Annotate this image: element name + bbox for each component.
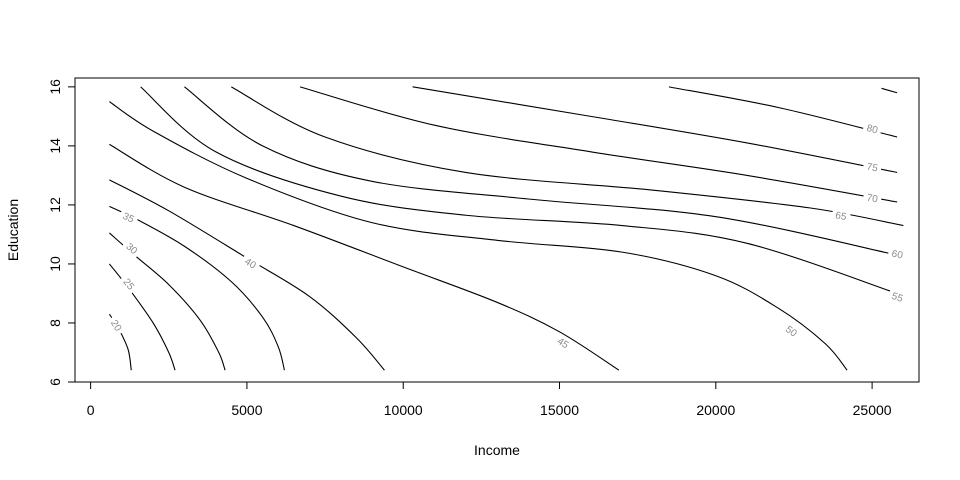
contour-line-25 bbox=[108, 263, 176, 371]
contour-line-60 bbox=[184, 86, 898, 256]
contour-label-55: 55 bbox=[890, 291, 904, 305]
contour-label-gap bbox=[886, 289, 908, 307]
contour-line-65 bbox=[231, 86, 904, 227]
y-tick-label: 8 bbox=[47, 319, 63, 327]
contour-label-60: 60 bbox=[891, 249, 905, 262]
axes: 0 5000 10000 15000 20000 25000 6 8 10 12 14 16 bbox=[47, 79, 892, 418]
x-tick-label: 25000 bbox=[853, 402, 892, 418]
contour-label-40: 40 bbox=[242, 256, 258, 271]
y-tick-label: 14 bbox=[47, 138, 63, 154]
contour-label-gap bbox=[105, 315, 126, 337]
contour-line-45 bbox=[109, 143, 620, 371]
contours bbox=[108, 86, 904, 371]
x-tick-label: 15000 bbox=[540, 402, 579, 418]
y-tick-label: 6 bbox=[47, 378, 63, 386]
contour-label-gap bbox=[117, 208, 139, 228]
contour-line-70 bbox=[299, 86, 898, 203]
y-tick-label: 12 bbox=[47, 197, 63, 213]
contour-label-gap bbox=[780, 321, 802, 343]
x-tick-label: 5000 bbox=[231, 402, 262, 418]
contour-label-gap bbox=[861, 121, 883, 138]
contour-label-75: 75 bbox=[866, 162, 879, 175]
contour-label-gap bbox=[887, 247, 908, 263]
x-tick-label: 0 bbox=[87, 402, 95, 418]
contour-line-50 bbox=[109, 101, 848, 371]
contour-line-extra bbox=[881, 87, 898, 94]
contour-label-gap bbox=[830, 209, 851, 225]
contour-label-gap bbox=[120, 238, 142, 260]
x-axis-title: Income bbox=[474, 442, 520, 458]
y-tick-label: 10 bbox=[47, 256, 63, 272]
contour-label-70: 70 bbox=[866, 193, 879, 206]
contour-label-gap bbox=[551, 333, 574, 354]
contour-line-75 bbox=[412, 86, 898, 173]
contour-label-65: 65 bbox=[834, 210, 847, 223]
x-tick-label: 20000 bbox=[696, 402, 735, 418]
contour-label-gap bbox=[117, 273, 139, 296]
contour-line-35 bbox=[109, 205, 285, 371]
contour-line-55 bbox=[140, 86, 898, 294]
contour-label-gap bbox=[862, 160, 883, 176]
y-axis-title: Education bbox=[5, 199, 21, 261]
contour-label-80: 80 bbox=[865, 123, 879, 136]
contour-label-35: 35 bbox=[121, 211, 136, 226]
x-tick-label: 10000 bbox=[384, 402, 423, 418]
contour-label-gap bbox=[239, 254, 261, 274]
y-tick-label: 16 bbox=[47, 79, 63, 95]
contour-line-40 bbox=[109, 179, 385, 371]
contour-label-gap bbox=[862, 191, 883, 207]
